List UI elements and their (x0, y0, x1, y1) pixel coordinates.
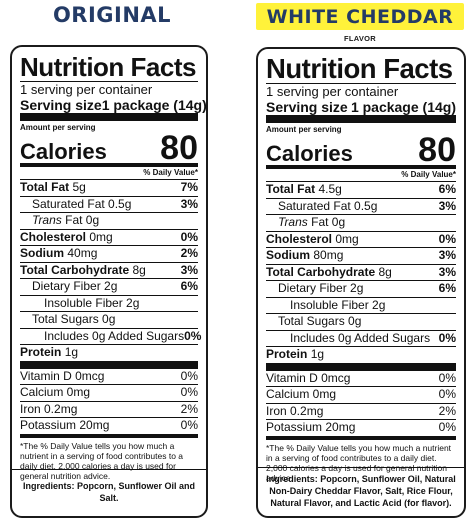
dietary-fiber-row: Dietary Fiber 2g 6% (32, 279, 198, 293)
calories-label: Calories (266, 141, 353, 166)
saturated-fat-row: Saturated Fat 0.5g 3% (32, 196, 198, 211)
serving-size-label: Serving size (20, 97, 102, 113)
calories-value: 80 (418, 131, 456, 169)
trans-fat-row: Trans Fat 0g (278, 215, 346, 229)
calories-value: 80 (160, 129, 198, 167)
sodium-row: Sodium 40mg 2% (20, 246, 198, 260)
protein-row: Protein 1g (20, 345, 79, 359)
added-sugars-row: Includes 0g Added Sugars 0% (290, 330, 456, 345)
saturated-fat-row: Saturated Fat 0.5g 3% (278, 198, 456, 213)
serving-size-value: 1 package (14g) (101, 97, 207, 113)
daily-value-header: % Daily Value* (401, 170, 456, 179)
dietary-fiber-row: Dietary Fiber 2g 6% (278, 281, 456, 295)
amount-per-serving: Amount per serving (20, 123, 96, 132)
serving-size-label: Serving size (266, 99, 348, 115)
potassium-row: Potassium 20mg 0% (266, 420, 456, 434)
flavor-banner-white-cheddar: WHITE CHEDDAR (256, 3, 464, 30)
panel-title: Nutrition Facts (20, 52, 196, 82)
serving-size-value: 1 package (14g) (350, 99, 456, 115)
carbohydrate-row: Total Carbohydrate 8g 3% (20, 262, 198, 277)
ingredients-text: Ingredients: Popcorn, Sunflower Oil, Nat… (266, 474, 456, 508)
ingredients-text: Ingredients: Popcorn, Sunflower Oil and … (22, 481, 195, 503)
total-fat-row: Total Fat 4.5g 6% (266, 182, 456, 196)
potassium-row: Potassium 20mg 0% (20, 418, 198, 432)
nutrition-panel-white-cheddar: Nutrition Facts 1 serving per container … (256, 47, 466, 518)
flavor-banner-original: ORIGINAL (52, 3, 172, 27)
insoluble-fiber-row: Insoluble Fiber 2g (290, 297, 386, 312)
calcium-row: Calcium 0mg 0% (20, 385, 198, 399)
flavor-caption: FLAVOR (343, 34, 377, 43)
calories-label: Calories (20, 139, 107, 164)
protein-row: Protein 1g (266, 347, 325, 361)
total-fat-row: Total Fat 5g 7% (20, 180, 198, 194)
iron-row: Iron 0.2mg 2% (266, 403, 456, 418)
amount-per-serving: Amount per serving (266, 125, 342, 134)
added-sugars-row: Includes 0g Added Sugars 0% (44, 328, 202, 343)
panel-title: Nutrition Facts (266, 53, 453, 84)
insoluble-fiber-row: Insoluble Fiber 2g (44, 295, 140, 310)
vitamin-d-row: Vitamin D 0mcg 0% (20, 368, 198, 383)
daily-value-footnote: *The % Daily Value tells you how much a … (20, 440, 184, 481)
servings-per-container: 1 serving per container (20, 82, 153, 97)
total-sugars-row: Total Sugars 0g (278, 314, 362, 328)
daily-value-header: % Daily Value* (143, 168, 198, 177)
cholesterol-row: Cholesterol 0mg 0% (20, 229, 198, 244)
nutrition-panel-original: Nutrition Facts 1 serving per container … (10, 45, 208, 518)
total-sugars-row: Total Sugars 0g (32, 312, 116, 326)
carbohydrate-row: Total Carbohydrate 8g 3% (266, 264, 456, 279)
calcium-row: Calcium 0mg 0% (266, 387, 456, 401)
cholesterol-row: Cholesterol 0mg 0% (266, 231, 456, 246)
sodium-row: Sodium 80mg 3% (266, 248, 456, 262)
iron-row: Iron 0.2mg 2% (20, 401, 198, 416)
trans-fat-row: Trans Fat 0g (32, 213, 100, 227)
servings-per-container: 1 serving per container (266, 84, 399, 99)
vitamin-d-row: Vitamin D 0mcg 0% (266, 370, 456, 385)
